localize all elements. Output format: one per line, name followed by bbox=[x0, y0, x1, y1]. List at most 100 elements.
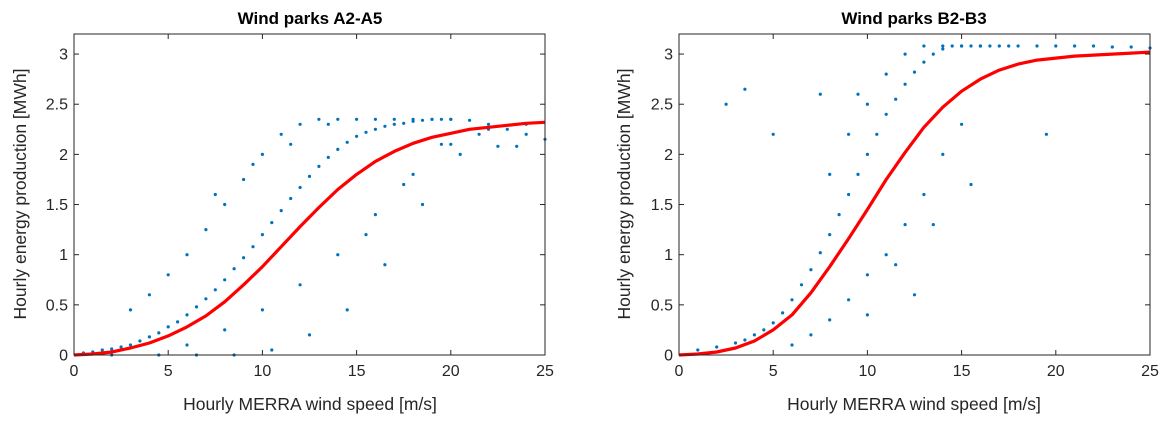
data-point bbox=[505, 127, 509, 131]
data-point bbox=[799, 283, 804, 287]
data-point bbox=[157, 331, 161, 335]
data-point bbox=[752, 333, 757, 337]
data-point bbox=[298, 283, 302, 287]
data-point bbox=[1073, 44, 1077, 48]
data-point bbox=[270, 221, 274, 225]
x-tick-label: 20 bbox=[1047, 363, 1065, 380]
data-point bbox=[733, 341, 738, 345]
data-point bbox=[430, 117, 434, 121]
data-point bbox=[969, 182, 973, 187]
data-point bbox=[486, 122, 491, 126]
data-point bbox=[147, 293, 151, 297]
data-point bbox=[941, 152, 945, 156]
plot-area bbox=[679, 34, 1150, 355]
data-point bbox=[232, 267, 236, 271]
data-point bbox=[242, 177, 246, 182]
data-point bbox=[336, 147, 340, 151]
plot-area bbox=[74, 34, 545, 355]
data-point bbox=[185, 313, 189, 317]
data-point bbox=[185, 253, 189, 257]
data-point bbox=[307, 174, 312, 178]
data-point bbox=[809, 333, 813, 337]
data-point bbox=[790, 298, 794, 302]
data-point bbox=[326, 155, 330, 159]
data-point bbox=[128, 308, 133, 312]
x-tick-label: 25 bbox=[536, 363, 554, 380]
data-point bbox=[856, 92, 860, 96]
data-point bbox=[847, 132, 851, 136]
data-point bbox=[828, 172, 832, 176]
data-point bbox=[903, 52, 907, 56]
data-point bbox=[326, 122, 330, 126]
data-point bbox=[875, 132, 879, 136]
x-tick-label: 5 bbox=[769, 363, 778, 380]
data-point bbox=[837, 213, 841, 217]
y-tick-label: 1.5 bbox=[46, 197, 68, 214]
data-point bbox=[1007, 44, 1011, 48]
data-point bbox=[223, 278, 227, 282]
data-point bbox=[204, 228, 208, 232]
y-tick-label: 2.5 bbox=[46, 97, 68, 114]
data-point bbox=[828, 233, 832, 237]
data-point bbox=[355, 117, 359, 121]
data-point bbox=[110, 347, 114, 351]
data-point bbox=[138, 339, 142, 343]
data-point bbox=[345, 140, 349, 144]
x-tick-label: 10 bbox=[254, 363, 272, 380]
data-point bbox=[1091, 44, 1096, 48]
data-point bbox=[420, 202, 425, 207]
data-point bbox=[373, 127, 377, 131]
fit-curve bbox=[678, 50, 1151, 357]
data-point bbox=[383, 124, 387, 128]
data-point bbox=[439, 142, 443, 146]
data-point bbox=[336, 117, 340, 121]
data-point bbox=[988, 44, 992, 48]
data-point bbox=[204, 297, 208, 301]
x-tick-label: 15 bbox=[348, 363, 366, 380]
data-point bbox=[1110, 45, 1114, 49]
data-point bbox=[260, 152, 264, 156]
y-tick-label: 2.5 bbox=[651, 97, 673, 114]
data-point bbox=[865, 152, 870, 156]
chart-title: Wind parks A2-A5 bbox=[238, 9, 383, 28]
x-tick-label: 5 bbox=[164, 363, 173, 380]
data-point bbox=[865, 102, 870, 106]
data-point bbox=[496, 144, 500, 148]
data-point bbox=[960, 122, 964, 126]
x-axis-label: Hourly MERRA wind speed [m/s] bbox=[183, 394, 437, 414]
data-point bbox=[402, 121, 406, 125]
data-point bbox=[213, 288, 217, 292]
data-point bbox=[279, 132, 283, 136]
y-tick-label: 1 bbox=[59, 247, 68, 264]
y-tick-label: 0.5 bbox=[46, 297, 68, 314]
y-tick-label: 1.5 bbox=[651, 197, 673, 214]
data-point bbox=[176, 320, 180, 324]
data-point bbox=[411, 172, 415, 176]
data-point bbox=[818, 92, 822, 96]
data-point bbox=[1129, 45, 1133, 49]
y-tick-label: 0 bbox=[664, 348, 673, 365]
x-axis-label: Hourly MERRA wind speed [m/s] bbox=[787, 394, 1041, 414]
x-axis-ticks: 0 5 10 15 20 25 bbox=[70, 34, 554, 380]
y-tick-label: 0.5 bbox=[651, 297, 673, 314]
data-point bbox=[213, 192, 217, 197]
data-point bbox=[781, 311, 785, 315]
data-point bbox=[166, 325, 170, 329]
data-point bbox=[743, 87, 747, 91]
x-axis-ticks: 0 5 10 15 20 25 bbox=[675, 34, 1159, 380]
data-point bbox=[411, 117, 415, 121]
x-tick-label: 20 bbox=[442, 363, 460, 380]
data-point bbox=[903, 223, 907, 227]
data-point bbox=[950, 44, 954, 48]
data-point bbox=[279, 209, 283, 213]
data-point bbox=[828, 318, 832, 322]
data-point bbox=[762, 328, 766, 332]
data-point bbox=[298, 185, 302, 190]
data-point bbox=[458, 152, 462, 156]
y-tick-label: 2 bbox=[59, 147, 68, 164]
data-point bbox=[978, 44, 983, 48]
data-point bbox=[260, 233, 264, 237]
y-axis-ticks: 0 0.5 1 1.5 2 2.5 3 bbox=[651, 47, 1150, 365]
data-point bbox=[1035, 44, 1039, 48]
data-point bbox=[373, 213, 377, 217]
